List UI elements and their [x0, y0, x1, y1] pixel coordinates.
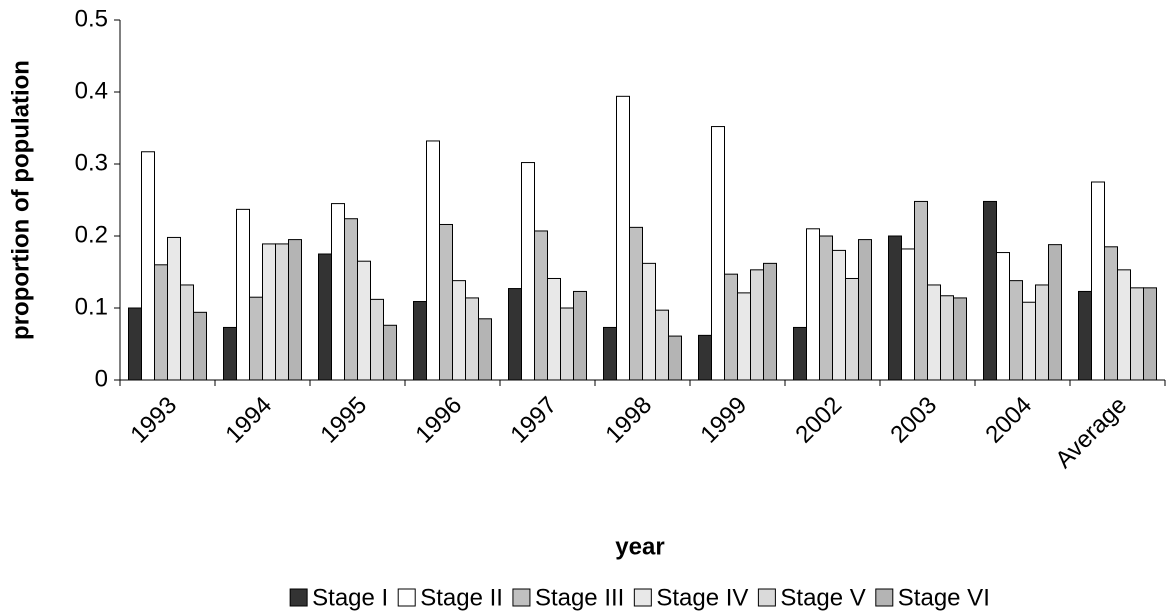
- bar: [1078, 290, 1092, 381]
- x-tick-label: 2004: [980, 392, 1037, 449]
- bar: [806, 228, 820, 381]
- bar: [603, 326, 617, 381]
- bar: [1035, 284, 1049, 381]
- bar: [573, 290, 587, 381]
- bar: [1091, 181, 1105, 381]
- bar: [180, 284, 194, 381]
- bar: [737, 292, 751, 381]
- bar: [1022, 301, 1036, 381]
- bar: [452, 280, 466, 381]
- bar: [858, 239, 872, 381]
- bar: [1048, 244, 1062, 381]
- bar: [1130, 287, 1144, 381]
- y-tick-label: 0.2: [75, 221, 108, 248]
- x-tick-label: 1998: [600, 392, 657, 449]
- bar: [668, 335, 682, 381]
- bar: [534, 230, 548, 381]
- bar: [724, 273, 738, 381]
- bar: [508, 288, 522, 381]
- bar: [655, 309, 669, 381]
- bar: [154, 264, 168, 381]
- legend-swatch: [875, 588, 894, 607]
- bar: [249, 296, 263, 381]
- y-tick-label: 0.5: [75, 5, 108, 32]
- legend-label: Stage III: [535, 584, 624, 611]
- bar: [711, 126, 725, 381]
- bar: [1143, 287, 1157, 381]
- x-tick-label: 1995: [315, 392, 372, 449]
- bar: [223, 326, 237, 381]
- bar: [344, 218, 358, 381]
- legend-label: Stage VI: [898, 584, 990, 611]
- bar: [793, 326, 807, 381]
- legend-swatch: [289, 588, 308, 607]
- x-tick-label: 1994: [220, 392, 277, 449]
- bar: [1117, 269, 1131, 381]
- bar: [357, 260, 371, 381]
- bar: [288, 239, 302, 381]
- bar: [642, 262, 656, 381]
- bar: [1104, 246, 1118, 381]
- bar: [940, 295, 954, 381]
- bar: [1009, 280, 1023, 381]
- bar: [383, 324, 397, 381]
- bar: [953, 297, 967, 381]
- x-tick-label: 1997: [505, 392, 562, 449]
- bar: [478, 318, 492, 381]
- bar: [128, 307, 142, 381]
- legend-label: Stage I: [312, 584, 388, 611]
- bar: [914, 200, 928, 381]
- bar: [763, 262, 777, 381]
- bar: [439, 223, 453, 381]
- bar: [547, 277, 561, 381]
- bar: [560, 307, 574, 381]
- bar: [141, 151, 155, 381]
- legend-swatch: [757, 588, 776, 607]
- bar: [750, 269, 764, 381]
- x-tick-label: 1999: [695, 392, 752, 449]
- y-tick-label: 0: [95, 365, 108, 392]
- bar: [521, 162, 535, 381]
- bar: [465, 297, 479, 381]
- bar: [983, 200, 997, 381]
- legend-swatch: [633, 588, 652, 607]
- bar: [927, 284, 941, 381]
- bar: [331, 203, 345, 381]
- legend-label: Stage V: [780, 584, 865, 611]
- bar: [901, 248, 915, 381]
- x-axis-title: year: [615, 533, 664, 560]
- bar: [996, 252, 1010, 381]
- y-axis-title: proportion of population: [7, 60, 34, 340]
- bar: [698, 334, 712, 381]
- bar: [819, 235, 833, 381]
- bar: [370, 298, 384, 381]
- bar: [629, 226, 643, 381]
- legend-label: Stage IV: [656, 584, 748, 611]
- x-tick-label: 1996: [410, 392, 467, 449]
- y-tick-label: 0.3: [75, 149, 108, 176]
- bar: [318, 253, 332, 381]
- x-tick-label: Average: [1050, 392, 1132, 474]
- x-tick-label: 2002: [790, 392, 847, 449]
- bar: [845, 277, 859, 381]
- legend-swatch: [397, 588, 416, 607]
- bar: [413, 301, 427, 381]
- y-tick-label: 0.1: [75, 293, 108, 320]
- legend-swatch: [512, 588, 531, 607]
- y-tick-label: 0.4: [75, 77, 108, 104]
- bar: [426, 140, 440, 381]
- bar: [888, 235, 902, 381]
- legend-label: Stage II: [420, 584, 503, 611]
- x-tick-label: 1993: [125, 392, 182, 449]
- bar: [193, 311, 207, 381]
- bar: [262, 243, 276, 381]
- bar: [236, 208, 250, 381]
- bar: [275, 243, 289, 381]
- bar: [832, 249, 846, 381]
- bar: [167, 236, 181, 381]
- bar: [616, 95, 630, 381]
- x-tick-label: 2003: [885, 392, 942, 449]
